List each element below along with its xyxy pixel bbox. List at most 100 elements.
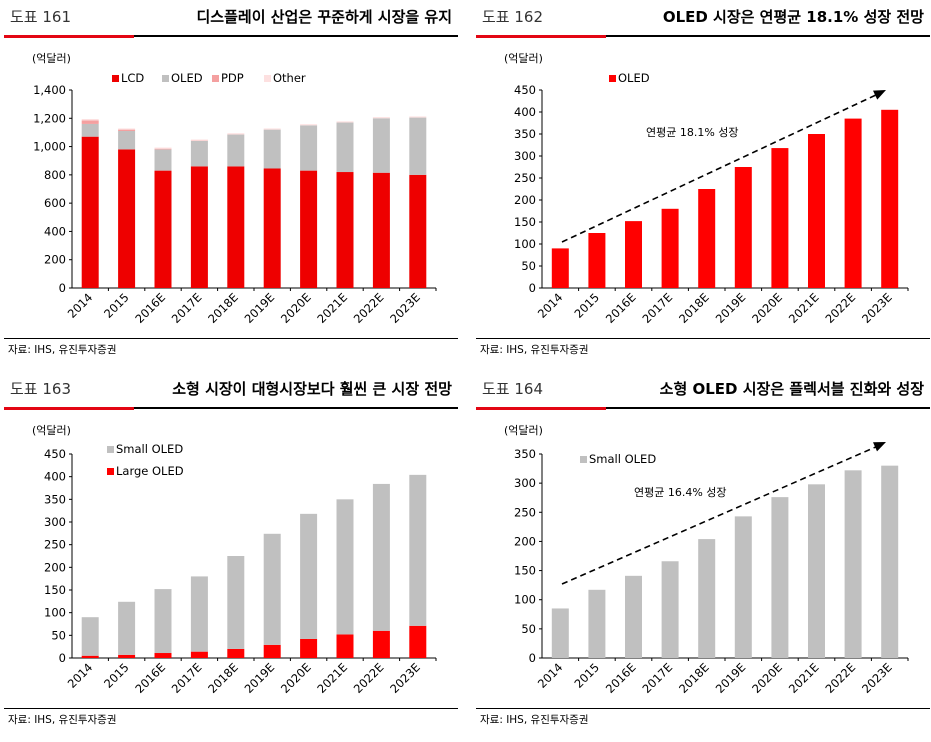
bar-lcd [191, 166, 208, 288]
y-tick-label: 250 [514, 505, 536, 519]
bar-small-oled [552, 608, 569, 658]
x-tick-label: 2022E [822, 290, 858, 326]
bar-oled [118, 131, 135, 149]
x-tick-label: 2020E [278, 660, 314, 696]
legend-swatch [162, 75, 169, 82]
bar-pdp [155, 149, 172, 150]
x-tick-label: 2022E [351, 290, 387, 326]
x-tick-label: 2014 [535, 660, 566, 691]
bar-oled [625, 221, 642, 288]
y-tick-label: 150 [44, 583, 66, 597]
bar-small-oled [155, 589, 172, 653]
bar-small-oled [662, 561, 679, 658]
source-note: 자료: IHS, 유진투자증권 [480, 342, 589, 357]
x-tick-label: 2015 [101, 660, 132, 691]
bar-small-oled [118, 602, 135, 655]
x-tick-label: 2018E [205, 290, 241, 326]
y-tick-label: 100 [44, 606, 66, 620]
bar-oled [662, 209, 679, 288]
bar-other [82, 119, 99, 120]
y-tick-label: 400 [514, 105, 536, 119]
bar-large-oled [82, 656, 99, 658]
y-tick-label: 350 [514, 127, 536, 141]
legend-label: OLED [618, 71, 650, 85]
x-tick-label: 2015 [571, 290, 602, 321]
bar-other [264, 128, 281, 129]
bar-lcd [409, 175, 426, 288]
x-tick-label: 2023E [387, 290, 423, 326]
bar-small-oled [845, 470, 862, 658]
x-tick-label: 2019E [713, 660, 749, 696]
x-tick-label: 2016E [603, 660, 639, 696]
bar-oled [409, 118, 426, 175]
x-tick-label: 2020E [749, 290, 785, 326]
bar-oled [588, 233, 605, 288]
y-tick-label: 0 [529, 651, 536, 665]
bar-oled [227, 135, 244, 167]
y-tick-label: 400 [44, 470, 66, 484]
bar-oled [552, 248, 569, 288]
x-tick-label: 2020E [278, 290, 314, 326]
growth-annotation: 연평균 16.4% 성장 [634, 486, 727, 499]
bar-small-oled [735, 516, 752, 658]
legend-label: LCD [121, 71, 144, 85]
bar-large-oled [155, 653, 172, 658]
panel-header: 도표 164 소형 OLED 시장은 플렉서블 진화와 성장 [476, 378, 930, 408]
legend-swatch [107, 468, 114, 475]
x-tick-label: 2021E [314, 290, 350, 326]
bar-oled [735, 167, 752, 288]
legend-label: OLED [171, 71, 203, 85]
y-tick-label: 50 [51, 628, 66, 642]
x-tick-label: 2015 [101, 290, 132, 321]
legend-label: PDP [221, 71, 244, 85]
y-tick-label: 350 [44, 492, 66, 506]
y-tick-label: 100 [514, 593, 536, 607]
bar-small-oled [82, 617, 99, 656]
bar-small-oled [881, 466, 898, 658]
bar-oled [155, 149, 172, 170]
x-tick-label: 2015 [571, 660, 602, 691]
bar-other [409, 116, 426, 117]
bar-oled [698, 189, 715, 288]
bar-oled [881, 110, 898, 288]
bar-oled [337, 123, 354, 172]
x-tick-label: 2019E [242, 660, 278, 696]
figure-number: 도표 163 [10, 378, 71, 399]
header-accent-rule [4, 407, 134, 410]
x-tick-label: 2014 [65, 660, 96, 691]
bar-pdp [82, 120, 99, 124]
x-tick-label: 2017E [169, 660, 205, 696]
y-tick-label: 300 [514, 476, 536, 490]
bar-lcd [373, 173, 390, 288]
bar-other [337, 121, 354, 122]
y-tick-label: 0 [59, 281, 66, 295]
figure-number: 도표 161 [10, 6, 71, 27]
x-tick-label: 2017E [169, 290, 205, 326]
bar-oled [373, 118, 390, 172]
x-tick-label: 2023E [859, 660, 895, 696]
figure-number: 도표 164 [482, 378, 543, 399]
bar-large-oled [118, 655, 135, 658]
legend-swatch [264, 75, 271, 82]
x-tick-label: 2017E [639, 660, 675, 696]
header-accent-rule [476, 407, 606, 410]
unit-label: (억달러) [504, 424, 543, 437]
figure-title: OLED 시장은 연평균 18.1% 성장 전망 [663, 6, 924, 27]
source-rule [4, 708, 458, 709]
bar-large-oled [227, 649, 244, 658]
legend-label: Other [273, 71, 306, 85]
bar-large-oled [191, 652, 208, 658]
panel-header: 도표 162 OLED 시장은 연평균 18.1% 성장 전망 [476, 6, 930, 36]
x-tick-label: 2023E [387, 660, 423, 696]
x-tick-label: 2021E [786, 290, 822, 326]
bar-small-oled [625, 576, 642, 658]
unit-label: (억달러) [32, 52, 71, 65]
bar-large-oled [337, 634, 354, 658]
bar-small-oled [373, 484, 390, 631]
bar-small-oled [588, 590, 605, 658]
header-accent-rule [4, 35, 134, 38]
